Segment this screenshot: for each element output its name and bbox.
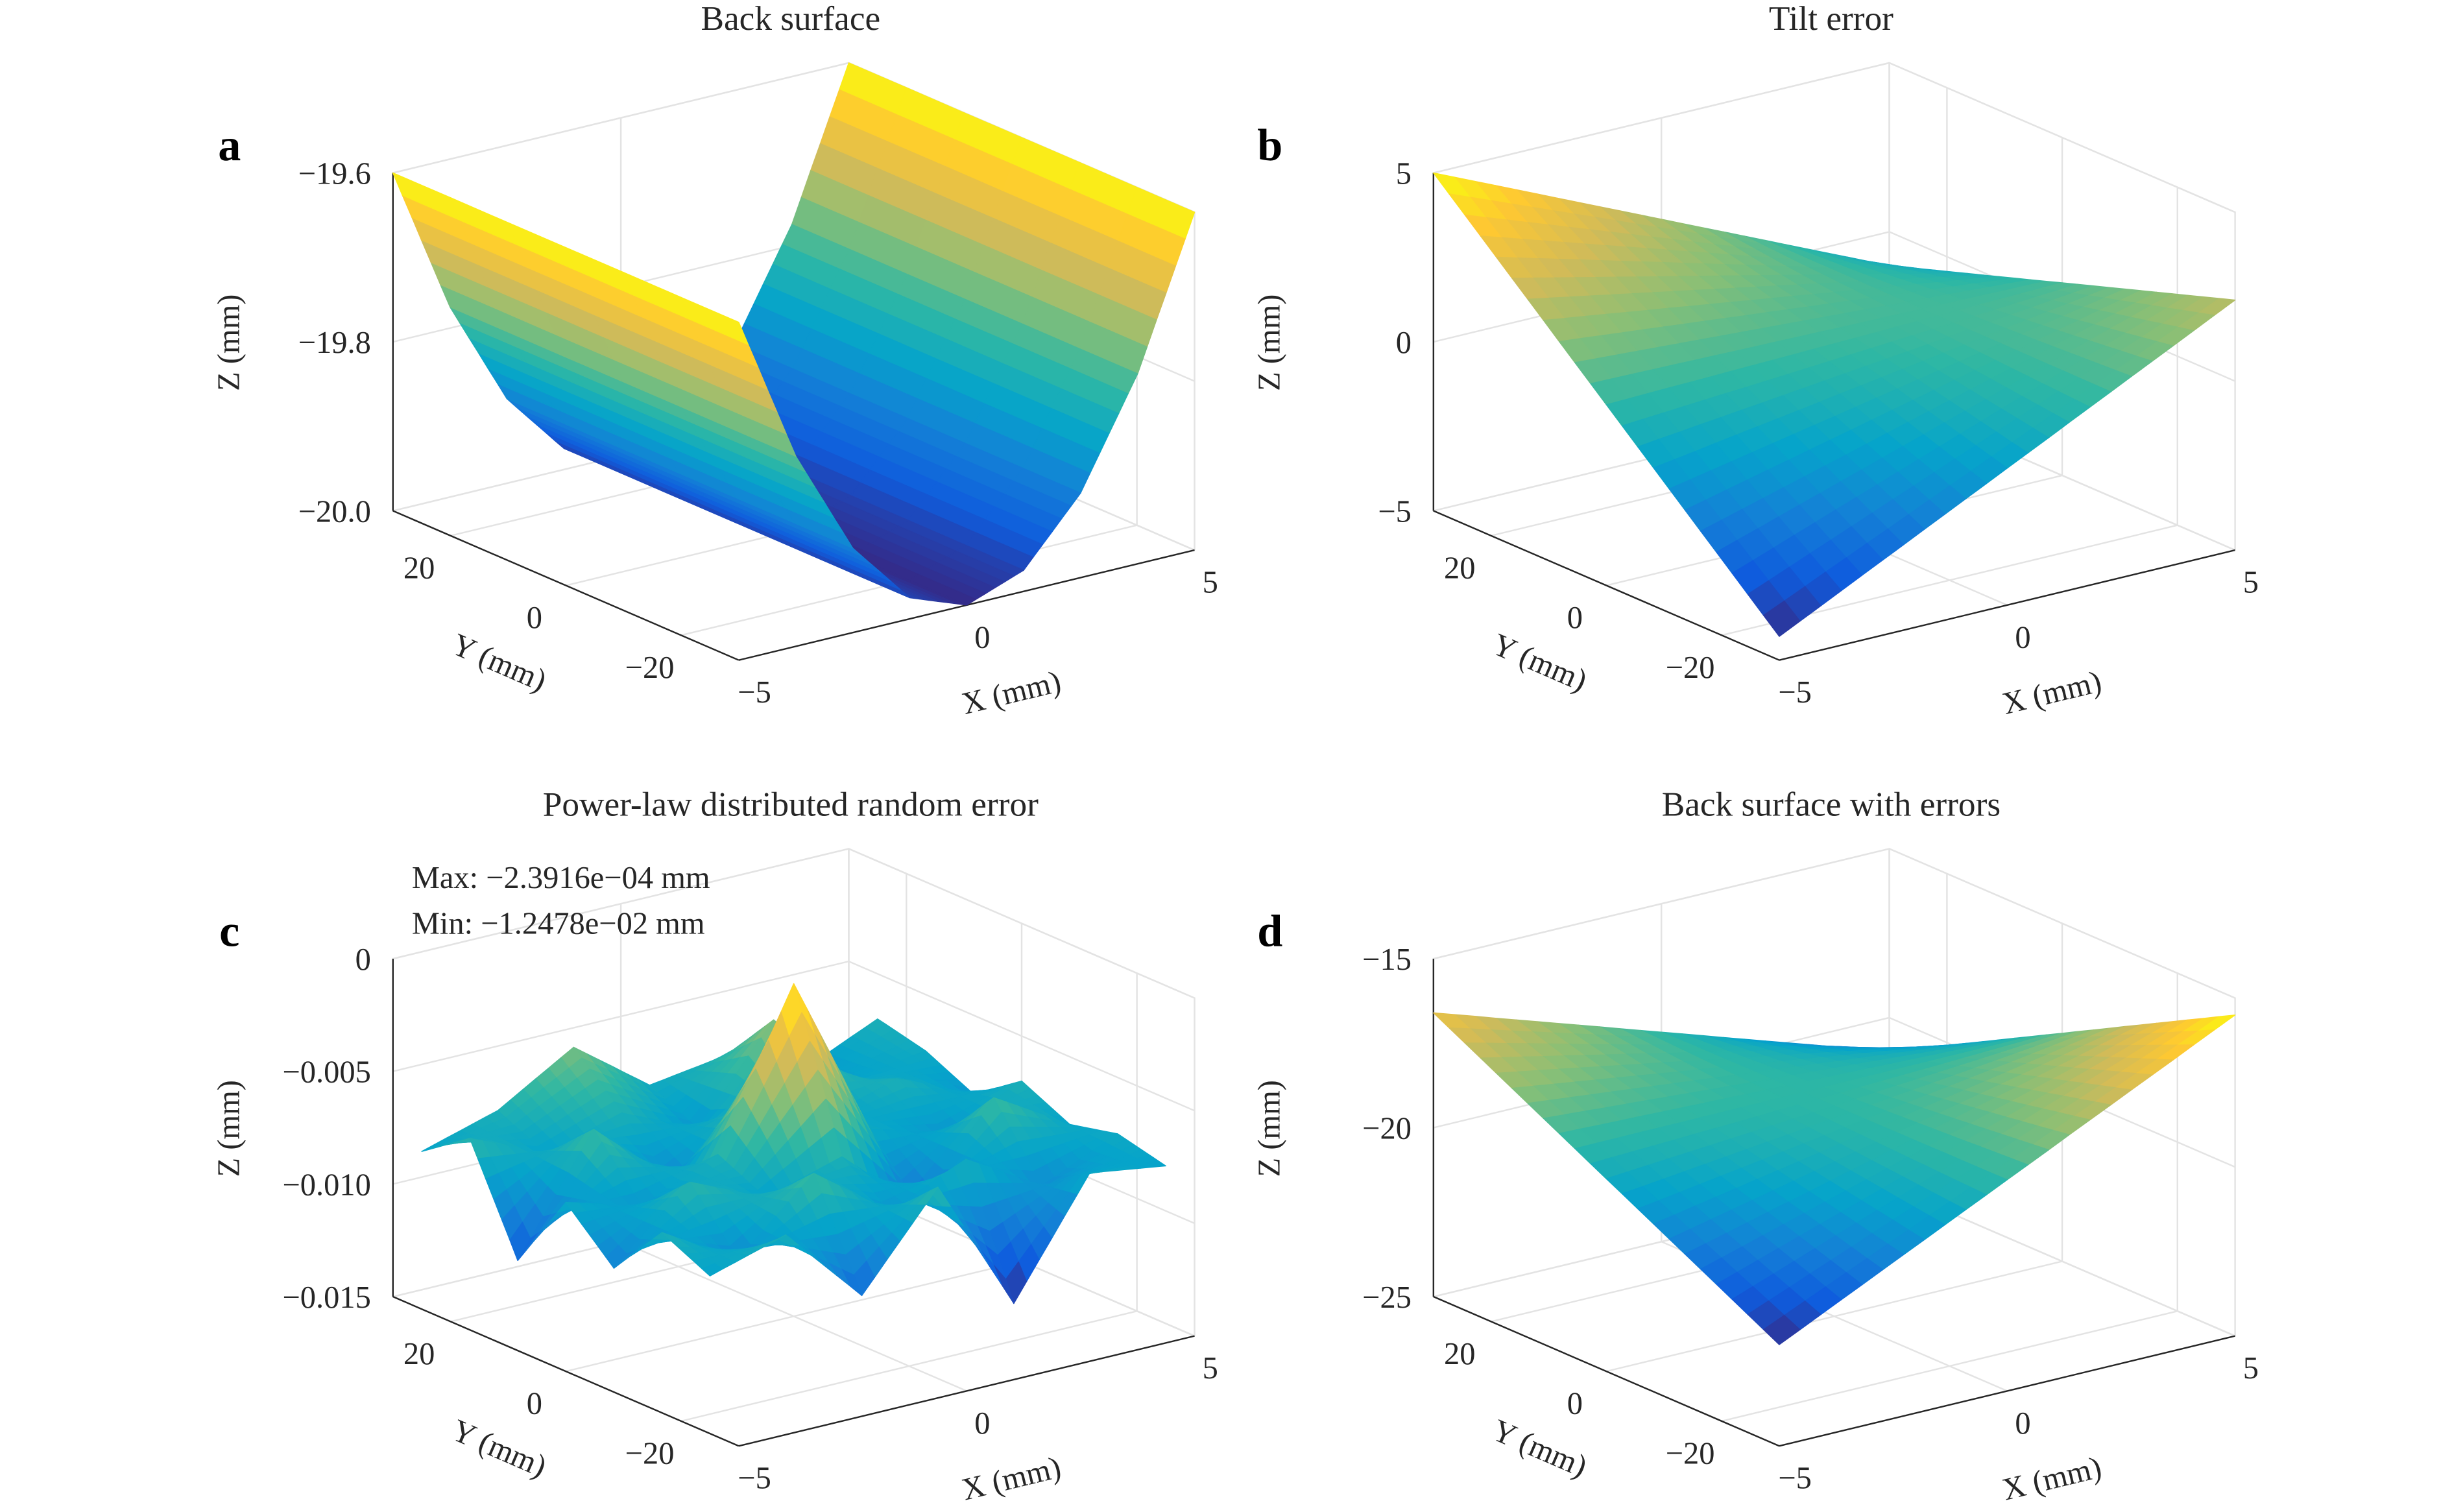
- y-tick-label: 20: [1444, 1337, 1475, 1371]
- y-tick-label: 20: [1444, 551, 1475, 585]
- y-tick-label: 0: [527, 601, 542, 635]
- panel-label: c: [219, 906, 239, 957]
- z-axis-label: Z (mm): [1252, 294, 1286, 391]
- chart-title: Back surface with errors: [1662, 786, 2001, 824]
- x-tick-label: 5: [2243, 1351, 2259, 1386]
- panel: −20.0 −19.8 −19.6 −5 0 5 −20 0 20 Back surface a Z …: [211, 0, 1218, 721]
- y-axis-label: Y (mm): [447, 1413, 551, 1483]
- x-tick-label: 0: [2015, 620, 2030, 654]
- z-axis-label: Z (mm): [211, 294, 246, 391]
- x-tick-label: 5: [1203, 566, 1218, 600]
- y-tick-label: −20: [625, 1436, 675, 1470]
- surface: [421, 983, 1166, 1304]
- x-tick-label: 5: [1203, 1351, 1218, 1386]
- x-tick-label: 0: [974, 1406, 990, 1441]
- panel: −5 0 5 −5 0 5 −20 0 20 Tilt error b Z (mm) Y (mm) X (…: [1252, 0, 2259, 721]
- annotation: Max: −2.3916e−04 mm: [412, 861, 710, 895]
- grid-line: [1433, 848, 2236, 999]
- x-tick-label: 0: [974, 620, 990, 654]
- grid-line: [1433, 62, 2236, 213]
- y-tick-label: 0: [1567, 1387, 1583, 1421]
- x-tick-label: −5: [738, 1461, 771, 1496]
- y-tick-label: −20: [1666, 1436, 1715, 1470]
- z-tick-label: 0: [1396, 326, 1412, 360]
- y-tick-label: −20: [1666, 651, 1715, 685]
- x-tick-label: −5: [738, 675, 771, 710]
- surface: [1433, 172, 2236, 637]
- y-tick-label: −20: [625, 651, 675, 685]
- x-axis: [1779, 1335, 2235, 1447]
- x-axis-label: X (mm): [959, 664, 1064, 721]
- z-tick-label: 0: [355, 942, 371, 977]
- surface: [1433, 1012, 2236, 1345]
- x-tick-label: 5: [2243, 566, 2259, 600]
- z-tick-label: −25: [1362, 1280, 1412, 1315]
- z-tick-label: −19.6: [298, 157, 371, 191]
- surface-patch: [1762, 600, 1801, 637]
- x-axis: [738, 1335, 1195, 1447]
- surface-patch: [680, 296, 749, 345]
- z-tick-label: −20.0: [298, 494, 371, 529]
- x-tick-label: −5: [1778, 1461, 1812, 1496]
- grid-line: [680, 973, 1138, 1422]
- z-tick-label: −20: [1362, 1112, 1412, 1146]
- panel-label: d: [1257, 906, 1282, 957]
- x-tick-label: −5: [1778, 675, 1812, 710]
- surface: [392, 62, 1196, 606]
- x-axis: [1779, 549, 2235, 661]
- chart-title: Back surface: [701, 0, 880, 38]
- surface-patch: [701, 1263, 723, 1277]
- y-axis-label: Y (mm): [447, 627, 551, 698]
- y-tick-label: 20: [403, 1337, 435, 1371]
- chart-title: Power-law distributed random error: [543, 786, 1039, 824]
- z-tick-label: −5: [1378, 494, 1412, 529]
- x-axis-label: X (mm): [1999, 664, 2105, 721]
- x-axis-label: X (mm): [959, 1450, 1064, 1507]
- z-tick-label: −19.8: [298, 326, 371, 360]
- y-tick-label: 0: [1567, 601, 1583, 635]
- y-axis-label: Y (mm): [1487, 627, 1592, 698]
- surface-patch: [1762, 1315, 1801, 1345]
- y-axis: [392, 510, 739, 661]
- z-axis-label: Z (mm): [1252, 1080, 1286, 1177]
- z-tick-label: −15: [1362, 942, 1412, 977]
- x-tick-label: 0: [2015, 1406, 2030, 1441]
- y-tick-label: 0: [527, 1387, 542, 1421]
- grid-line: [1721, 973, 2178, 1422]
- y-tick-label: 20: [403, 551, 435, 585]
- z-tick-label: −0.010: [282, 1168, 370, 1202]
- panel: −0.015 −0.010 −0.005 0 −5 0 5 −20 0 20 Power-law d…: [211, 786, 1218, 1507]
- z-tick-label: −0.015: [282, 1280, 370, 1315]
- panel-label: a: [218, 120, 241, 171]
- grid-line: [1660, 904, 2008, 1392]
- z-axis-label: Z (mm): [211, 1080, 246, 1177]
- x-axis-label: X (mm): [1999, 1450, 2105, 1507]
- annotation: Min: −1.2478e−02 mm: [412, 906, 705, 941]
- y-axis-label: Y (mm): [1487, 1413, 1592, 1483]
- y-axis: [1433, 510, 1780, 661]
- chart-title: Tilt error: [1769, 0, 1893, 38]
- z-tick-label: −0.005: [282, 1055, 370, 1090]
- y-axis: [392, 1295, 739, 1447]
- panel: −25 −20 −15 −5 0 5 −20 0 20 Back surface with err…: [1252, 786, 2259, 1507]
- z-tick-label: 5: [1396, 157, 1412, 191]
- panel-label: b: [1257, 120, 1282, 171]
- y-axis: [1433, 1295, 1780, 1447]
